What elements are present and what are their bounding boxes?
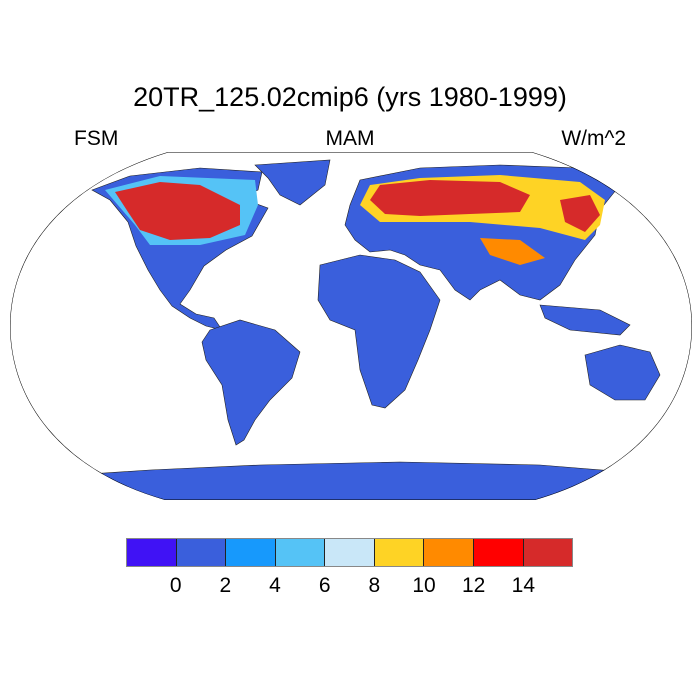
colorbar (126, 538, 573, 567)
colorbar-swatch (226, 539, 276, 566)
antarctica (10, 461, 692, 500)
colorbar-swatch (325, 539, 375, 566)
colorbar-tick-label: 14 (511, 574, 535, 597)
colorbar-tick-label: 10 (412, 574, 436, 597)
colorbar-tick-label: 4 (269, 574, 281, 597)
colorbar-swatch (127, 539, 177, 566)
indonesia (539, 304, 631, 336)
units-label: W/m^2 (561, 127, 626, 150)
africa (317, 254, 441, 409)
colorbar-tick-label: 6 (318, 574, 331, 597)
center-label: MAM (325, 127, 375, 150)
colorbar-swatch (374, 539, 425, 566)
left-label: FSM (74, 127, 119, 150)
colorbar-swatch (275, 539, 326, 566)
greenland (254, 159, 331, 206)
colorbar-swatch (473, 539, 524, 566)
plot-title: 20TR_125.02cmip6 (yrs 1980-1999) (133, 82, 567, 112)
colorbar-tick-label: 0 (169, 574, 182, 597)
colorbar-swatch (523, 539, 573, 566)
high-values (105, 175, 605, 265)
colorbar-swatch (176, 539, 227, 566)
colorbar-tick-label: 8 (368, 574, 381, 597)
south-america (201, 319, 301, 446)
colorbar-tick-label: 12 (461, 574, 486, 597)
colorbar-swatch (424, 539, 474, 566)
colorbar-tick-label: 2 (219, 574, 232, 597)
australia (584, 344, 661, 401)
